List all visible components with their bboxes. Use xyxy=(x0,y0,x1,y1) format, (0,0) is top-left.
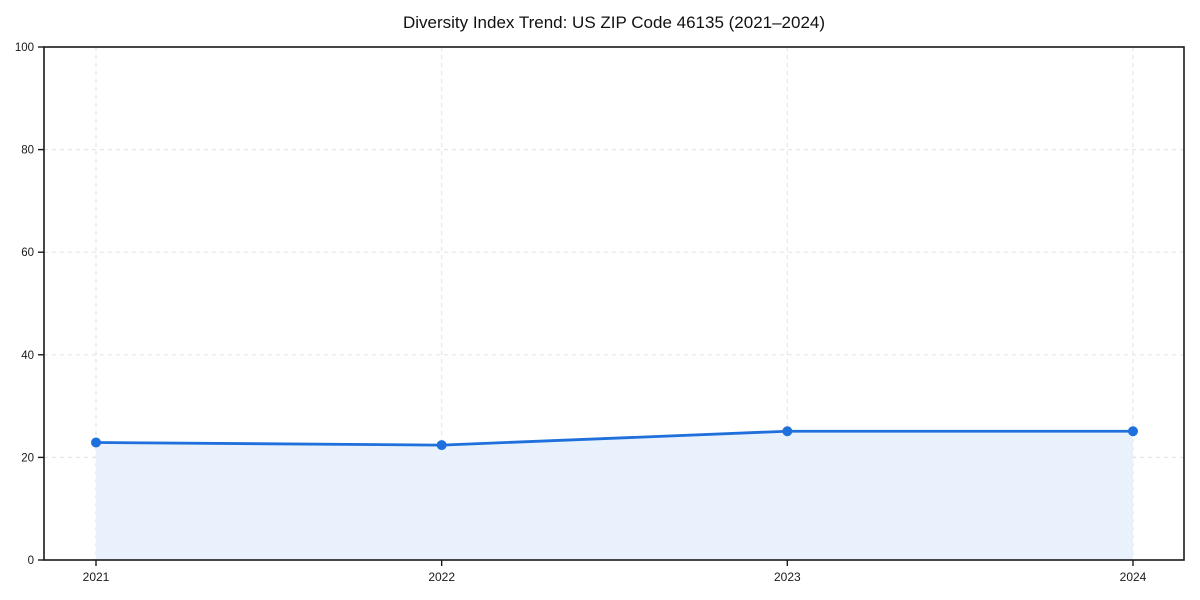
x-tick-label-2023: 2023 xyxy=(774,570,801,584)
data-point-2023 xyxy=(782,426,793,437)
y-tick-label-100: 100 xyxy=(15,42,34,54)
y-tick-label-60: 60 xyxy=(21,247,34,259)
y-tick-label-0: 0 xyxy=(28,555,34,567)
data-point-2024 xyxy=(1128,426,1138,437)
trend-line xyxy=(94,429,1135,447)
x-tick-label-2024: 2024 xyxy=(1120,570,1147,584)
y-tick-label-40: 40 xyxy=(21,350,34,362)
y-tick-label-20: 20 xyxy=(21,452,34,464)
x-tick-label-2021: 2021 xyxy=(83,570,110,584)
data-point-2022 xyxy=(436,440,447,451)
y-tick-label-80: 80 xyxy=(21,145,34,157)
x-tick-label-2022: 2022 xyxy=(428,570,455,584)
chart-title: Diversity Index Trend: US ZIP Code 46135… xyxy=(402,13,826,32)
area-fill xyxy=(96,431,1133,560)
plot-border xyxy=(43,46,1185,561)
data-point-2021 xyxy=(91,437,101,448)
